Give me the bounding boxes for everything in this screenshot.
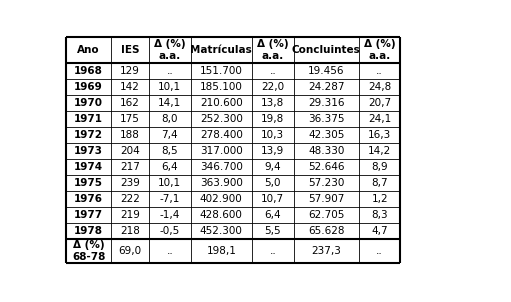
Text: Matrículas: Matrículas xyxy=(191,45,252,55)
Text: 185.100: 185.100 xyxy=(200,82,243,92)
Text: 237,3: 237,3 xyxy=(311,246,341,256)
Text: 218: 218 xyxy=(120,226,140,236)
Text: 9,4: 9,4 xyxy=(265,162,281,172)
Text: 29.316: 29.316 xyxy=(308,98,344,108)
Text: 8,7: 8,7 xyxy=(371,178,388,188)
Text: 1975: 1975 xyxy=(74,178,103,188)
Text: 14,2: 14,2 xyxy=(368,146,391,156)
Text: Δ (%)
a.a.: Δ (%) a.a. xyxy=(364,39,396,61)
Text: 222: 222 xyxy=(120,194,140,204)
Text: Concluintes: Concluintes xyxy=(292,45,361,55)
Text: 210.600: 210.600 xyxy=(200,98,243,108)
Text: 142: 142 xyxy=(120,82,140,92)
Text: 151.700: 151.700 xyxy=(200,66,243,76)
Text: 1969: 1969 xyxy=(74,82,103,92)
Text: 428.600: 428.600 xyxy=(200,210,243,220)
Text: 13,9: 13,9 xyxy=(261,146,285,156)
Text: 62.705: 62.705 xyxy=(308,210,344,220)
Text: ..: .. xyxy=(167,246,173,256)
Text: 346.700: 346.700 xyxy=(200,162,243,172)
Text: 6,4: 6,4 xyxy=(265,210,281,220)
Text: 217: 217 xyxy=(120,162,140,172)
Text: 57.230: 57.230 xyxy=(308,178,344,188)
Text: 10,1: 10,1 xyxy=(158,178,181,188)
Text: 452.300: 452.300 xyxy=(200,226,243,236)
Text: 42.305: 42.305 xyxy=(308,130,344,140)
Text: 48.330: 48.330 xyxy=(308,146,344,156)
Text: 65.628: 65.628 xyxy=(308,226,344,236)
Text: ..: .. xyxy=(376,246,383,256)
Text: 8,9: 8,9 xyxy=(371,162,388,172)
Text: 24.287: 24.287 xyxy=(308,82,344,92)
Text: 57.907: 57.907 xyxy=(308,194,344,204)
Text: ..: .. xyxy=(269,66,276,76)
Text: 239: 239 xyxy=(120,178,140,188)
Text: 69,0: 69,0 xyxy=(119,246,142,256)
Text: -0,5: -0,5 xyxy=(159,226,180,236)
Text: 129: 129 xyxy=(120,66,140,76)
Text: 1978: 1978 xyxy=(74,226,103,236)
Text: 1971: 1971 xyxy=(74,114,103,124)
Text: 1973: 1973 xyxy=(74,146,103,156)
Text: 8,3: 8,3 xyxy=(371,210,388,220)
Text: ..: .. xyxy=(376,66,383,76)
Text: 204: 204 xyxy=(120,146,140,156)
Text: 8,5: 8,5 xyxy=(161,146,178,156)
Text: 5,5: 5,5 xyxy=(265,226,281,236)
Text: 317.000: 317.000 xyxy=(200,146,243,156)
Text: -1,4: -1,4 xyxy=(159,210,180,220)
Text: 7,4: 7,4 xyxy=(161,130,178,140)
Text: 16,3: 16,3 xyxy=(368,130,391,140)
Text: 188: 188 xyxy=(120,130,140,140)
Text: 1972: 1972 xyxy=(74,130,103,140)
Text: 1968: 1968 xyxy=(74,66,103,76)
Text: 363.900: 363.900 xyxy=(200,178,243,188)
Text: 162: 162 xyxy=(120,98,140,108)
Text: ..: .. xyxy=(167,66,173,76)
Text: 10,1: 10,1 xyxy=(158,82,181,92)
Text: Δ (%)
a.a.: Δ (%) a.a. xyxy=(154,39,185,61)
Text: 36.375: 36.375 xyxy=(308,114,344,124)
Text: 252.300: 252.300 xyxy=(200,114,243,124)
Text: 22,0: 22,0 xyxy=(261,82,284,92)
Text: 10,3: 10,3 xyxy=(261,130,284,140)
Text: 4,7: 4,7 xyxy=(371,226,388,236)
Text: 1,2: 1,2 xyxy=(371,194,388,204)
Text: 14,1: 14,1 xyxy=(158,98,181,108)
Text: Ano: Ano xyxy=(77,45,100,55)
Text: 6,4: 6,4 xyxy=(161,162,178,172)
Text: 1970: 1970 xyxy=(74,98,103,108)
Text: Δ (%)
a.a.: Δ (%) a.a. xyxy=(257,39,289,61)
Text: 5,0: 5,0 xyxy=(265,178,281,188)
Text: 20,7: 20,7 xyxy=(368,98,391,108)
Text: 1976: 1976 xyxy=(74,194,103,204)
Text: 19.456: 19.456 xyxy=(308,66,344,76)
Text: 24,1: 24,1 xyxy=(368,114,391,124)
Text: 278.400: 278.400 xyxy=(200,130,243,140)
Text: 13,8: 13,8 xyxy=(261,98,285,108)
Text: 52.646: 52.646 xyxy=(308,162,344,172)
Text: 198,1: 198,1 xyxy=(206,246,236,256)
Text: IES: IES xyxy=(121,45,140,55)
Text: 1977: 1977 xyxy=(74,210,103,220)
Text: Δ (%)
68-78: Δ (%) 68-78 xyxy=(72,240,105,262)
Text: 175: 175 xyxy=(120,114,140,124)
Text: -7,1: -7,1 xyxy=(159,194,180,204)
Text: 402.900: 402.900 xyxy=(200,194,243,204)
Text: 219: 219 xyxy=(120,210,140,220)
Text: 8,0: 8,0 xyxy=(161,114,178,124)
Text: 1974: 1974 xyxy=(74,162,103,172)
Text: 24,8: 24,8 xyxy=(368,82,391,92)
Text: 10,7: 10,7 xyxy=(261,194,284,204)
Text: 19,8: 19,8 xyxy=(261,114,285,124)
Text: ..: .. xyxy=(269,246,276,256)
